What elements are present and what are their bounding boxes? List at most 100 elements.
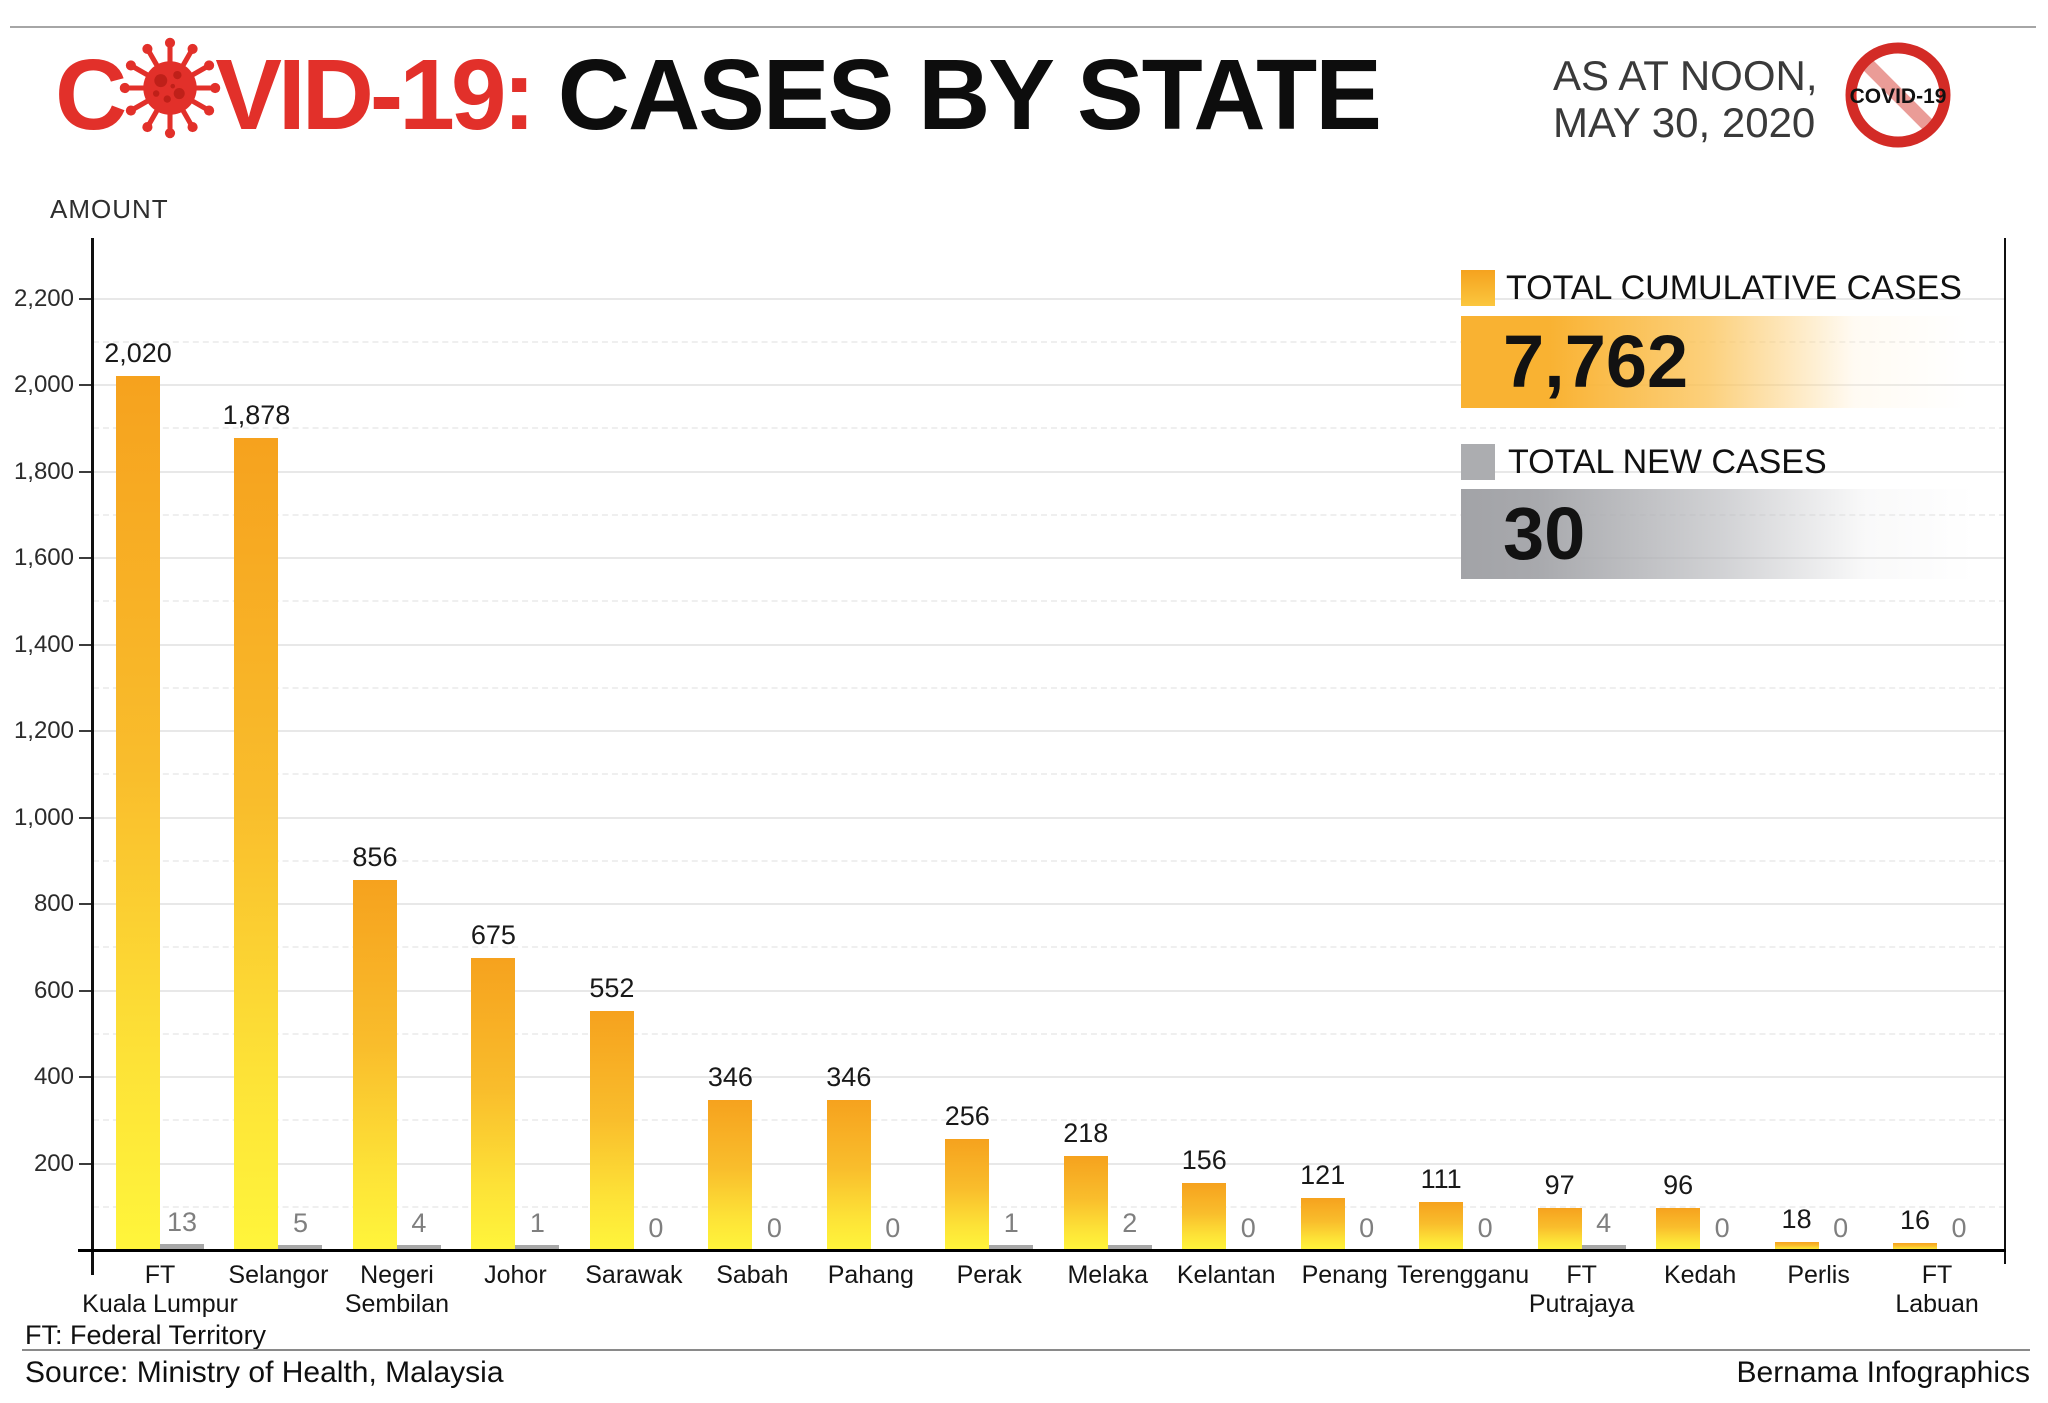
gridline-major [93, 1076, 2005, 1078]
gridline-minor [93, 1032, 2005, 1035]
y-tick-mark [79, 816, 93, 819]
x-axis-category-label: Johor [420, 1261, 610, 1290]
bar-value-label: 16 [1900, 1205, 1931, 1236]
bar-cumulative [471, 958, 516, 1250]
gridline-minor [93, 1119, 2005, 1122]
bar-new-cases [278, 1244, 323, 1250]
y-axis-title: AMOUNT [50, 194, 169, 224]
bar-value-label: 18 [1781, 1204, 1812, 1235]
legend-swatch-cumulative [1461, 270, 1495, 306]
y-axis-line-right [2004, 238, 2006, 1264]
gridline-minor [93, 859, 2005, 862]
bar-value-label: 552 [589, 973, 635, 1004]
x-axis-category-line: Labuan [1895, 1289, 1979, 1318]
publisher-credit: Bernama Infographics [1736, 1356, 2031, 1389]
x-axis-category-line: Melaka [1067, 1261, 1149, 1289]
source-credit: Source: Ministry of Health, Malaysia [25, 1356, 504, 1389]
y-tick-label: 2,000 [13, 371, 74, 398]
bar-value-label: 96 [1663, 1170, 1694, 1201]
page-title: C VID-19: CASES BY STAT [55, 37, 1382, 151]
x-axis-category-label: FT Putrajaya [1487, 1261, 1677, 1318]
x-axis-category-line: Sabah [716, 1261, 789, 1289]
new-cases-value-label: 0 [1951, 1213, 1967, 1243]
y-tick-label: 2,200 [13, 284, 74, 312]
bar-value-label: 346 [707, 1062, 753, 1093]
x-axis-category-line: Kelantan [1176, 1261, 1276, 1289]
x-axis-category-label: Kelantan [1131, 1261, 1321, 1290]
bar-cumulative [352, 879, 397, 1250]
new-cases-value-label: 5 [292, 1207, 308, 1238]
gridline-minor [93, 600, 2005, 603]
y-tick-label: 200 [33, 1149, 74, 1177]
legend-total-cumulative-bar: 7,762 [1461, 316, 2007, 408]
x-axis-category-label: Sarawak [539, 1261, 729, 1290]
gridline-minor [93, 1205, 2005, 1208]
x-axis-category-line: Kuala Lumpur [82, 1289, 238, 1318]
x-axis-category-label: Melaka [1013, 1261, 1203, 1290]
new-cases-value-label: 1 [529, 1207, 545, 1238]
total-new-value: 30 [1503, 492, 1586, 575]
x-axis-category-label: FT Labuan [1842, 1261, 2032, 1318]
bar-new-cases [160, 1244, 204, 1250]
x-axis-category-line: Selangor [228, 1261, 329, 1289]
bar-cumulative [1537, 1208, 1582, 1250]
y-tick-mark [79, 557, 93, 559]
bar-new-cases [1107, 1244, 1152, 1250]
y-tick-label: 400 [33, 1063, 74, 1090]
new-cases-value-label: 0 [1477, 1213, 1493, 1243]
x-axis-category-line: FT [1921, 1261, 1953, 1289]
gridline-minor [93, 513, 2005, 516]
y-tick-label: 1,400 [13, 630, 74, 658]
x-axis-category-line: Perlis [1787, 1261, 1850, 1289]
bar-value-label: 156 [1181, 1144, 1227, 1175]
gridline-minor [93, 773, 2005, 776]
bar-value-label: 856 [352, 841, 398, 872]
y-axis-line-left [91, 238, 94, 1275]
bar-cumulative [1893, 1243, 1938, 1250]
x-axis-category-line: Perak [956, 1261, 1022, 1289]
as-at-date: AS AT NOON, MAY 30, 2020 [1553, 52, 1818, 146]
gridline-minor [93, 340, 2005, 343]
bar-cumulative [589, 1011, 634, 1250]
y-tick-mark [79, 643, 93, 646]
x-axis-category-label: Terengganu [1368, 1261, 1558, 1290]
legend-label-cumulative: TOTAL CUMULATIVE CASES [1506, 269, 1962, 307]
new-cases-value-label: 0 [766, 1213, 782, 1243]
x-axis-category-label: FT Kuala Lumpur [65, 1261, 255, 1318]
new-cases-value-label: 0 [1359, 1213, 1375, 1243]
ft-footnote: FT: Federal Territory [25, 1320, 267, 1350]
bar-cumulative [234, 437, 279, 1250]
top-divider [10, 26, 2036, 28]
x-axis-category-label: Perak [894, 1261, 1084, 1290]
x-axis-category-label: Penang [1250, 1261, 1440, 1290]
y-tick-label: 1,800 [13, 457, 74, 485]
bar-new-cases [396, 1244, 441, 1250]
bar-value-label: 218 [1063, 1117, 1109, 1148]
gridline-major [93, 557, 2005, 559]
gridline-major [93, 816, 2005, 819]
bar-value-label: 111 [1420, 1164, 1462, 1194]
x-axis-category-line: Terengganu [1397, 1261, 1530, 1289]
title-covid-rest: VID-19: [215, 39, 536, 151]
x-axis-category-line: Putrajaya [1528, 1289, 1635, 1318]
y-tick-mark [79, 1162, 93, 1165]
gridline-major [93, 297, 2005, 300]
x-axis-category-label: Kedah [1605, 1261, 1795, 1290]
x-axis-category-line: Sembilan [344, 1289, 450, 1318]
x-axis-category-line: Kedah [1663, 1261, 1737, 1289]
new-cases-value-label: 0 [1240, 1213, 1256, 1243]
y-tick-label: 1,200 [13, 717, 74, 744]
bar-cumulative [826, 1100, 871, 1250]
bar-new-cases [1581, 1244, 1626, 1250]
y-tick-label: 1,000 [13, 803, 74, 831]
bar-cumulative [1656, 1208, 1701, 1250]
y-tick-mark [79, 1076, 93, 1078]
bar-cumulative [1063, 1155, 1108, 1250]
gridline-minor [93, 427, 2005, 430]
bar-cumulative [945, 1139, 990, 1250]
bar-value-label: 97 [1544, 1170, 1575, 1201]
gridline-major [93, 989, 2005, 992]
x-axis-category-label: Negeri Sembilan [302, 1261, 492, 1318]
x-axis-category-label: Selangor [183, 1261, 373, 1290]
